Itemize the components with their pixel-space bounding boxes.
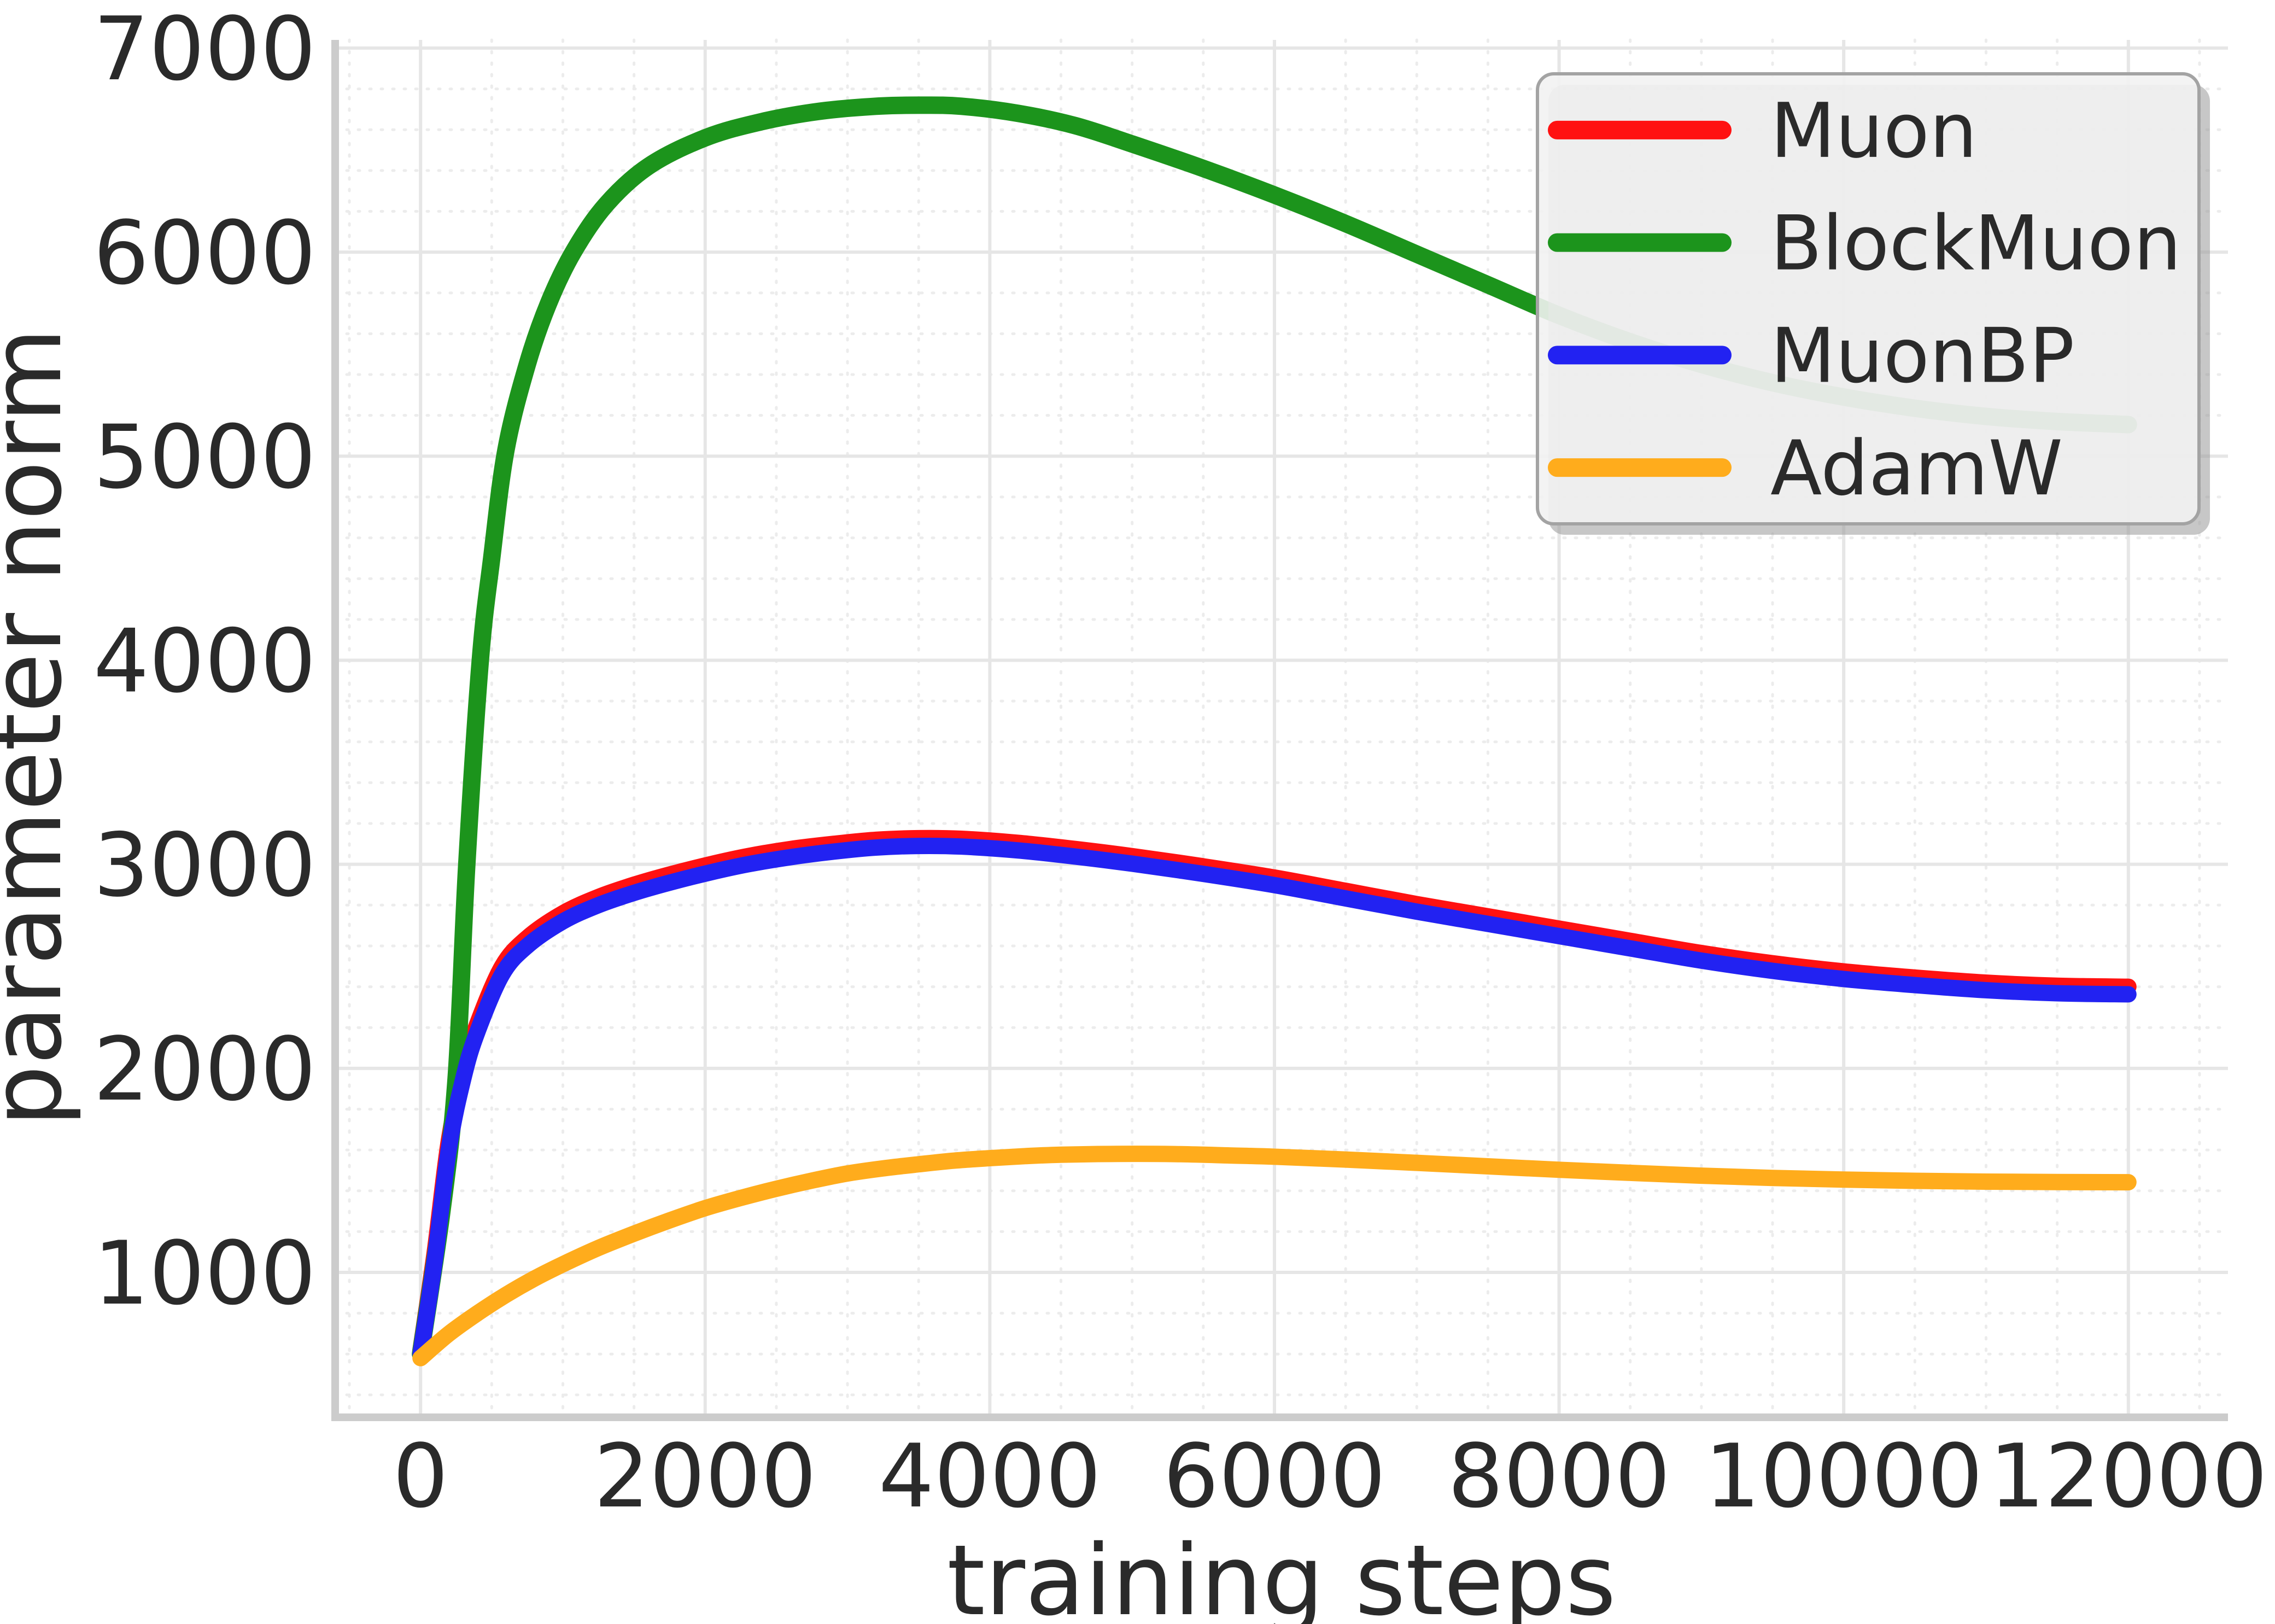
y-tick-label: 4000 — [93, 610, 316, 712]
x-tick-label: 4000 — [879, 1425, 1101, 1527]
legend-item-muonbp: MuonBP — [1548, 312, 2074, 400]
x-tick-label: 2000 — [594, 1425, 816, 1527]
x-tick-label: 8000 — [1448, 1425, 1670, 1527]
legend: Muon BlockMuon MuonBP AdamW — [1536, 72, 2210, 535]
y-tick-labels: 1000 2000 3000 4000 5000 6000 7000 — [93, 0, 316, 1324]
y-tick-label: 3000 — [93, 814, 316, 916]
grid-minor — [334, 38, 2230, 1419]
x-tick-label: 0 — [393, 1425, 448, 1527]
y-tick-label: 1000 — [93, 1222, 316, 1324]
x-tick-labels: 0 2000 4000 6000 8000 10000 12000 — [393, 1425, 2267, 1527]
legend-item-blockmuon: BlockMuon — [1548, 200, 2182, 288]
x-axis-label: training steps — [947, 1524, 1616, 1624]
x-tick-label: 10000 — [1705, 1425, 1983, 1527]
x-tick-label: 6000 — [1163, 1425, 1385, 1527]
legend-item-muon: Muon — [1548, 87, 1977, 175]
y-tick-label: 5000 — [93, 406, 316, 508]
axes-spines — [331, 40, 2228, 1421]
legend-label: MuonBP — [1770, 312, 2074, 400]
y-tick-label: 7000 — [93, 0, 316, 100]
line-muonbp — [412, 837, 2137, 1363]
legend-label: AdamW — [1770, 424, 2063, 512]
legend-box — [1536, 72, 2201, 525]
legend-label: BlockMuon — [1770, 200, 2182, 288]
y-tick-label: 6000 — [93, 202, 316, 304]
legend-item-adamw: AdamW — [1548, 424, 2063, 512]
y-axis-label: parameter norm — [0, 328, 83, 1126]
x-tick-label: 12000 — [1989, 1425, 2267, 1527]
y-tick-label: 2000 — [93, 1018, 316, 1120]
line-adamw — [412, 1146, 2137, 1366]
legend-label: Muon — [1770, 87, 1977, 175]
